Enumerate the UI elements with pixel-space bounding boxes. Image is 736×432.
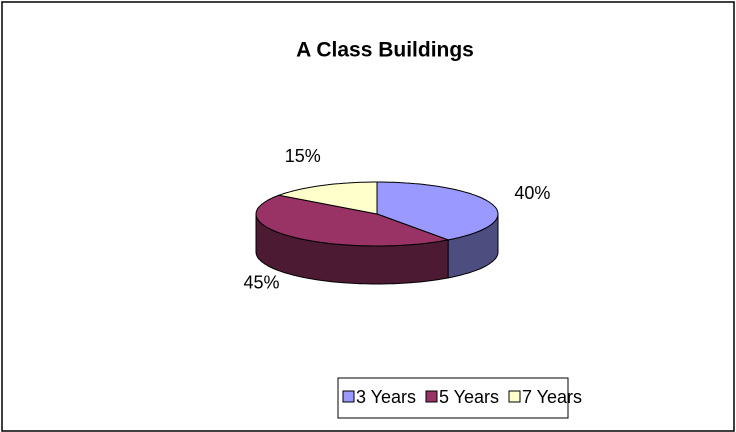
legend-swatch	[342, 390, 355, 403]
legend-label: 7 Years	[522, 387, 582, 407]
legend-box	[337, 377, 569, 419]
data-label: 45%	[243, 272, 279, 292]
slice	[376, 181, 499, 241]
slice	[255, 194, 451, 247]
legend-label: 5 Years	[439, 387, 499, 407]
data-label: 40%	[514, 183, 550, 203]
legend: 3 Years 5 Years 7 Years	[337, 377, 582, 419]
data-label: 15%	[285, 146, 321, 166]
slice	[277, 181, 378, 215]
legend-swatch	[425, 390, 438, 403]
legend-label: 3 Years	[356, 387, 416, 407]
chart-title: A Class Buildings	[296, 39, 474, 62]
legend-swatch	[508, 390, 521, 403]
pie: 40% 45% 15%	[243, 146, 550, 293]
